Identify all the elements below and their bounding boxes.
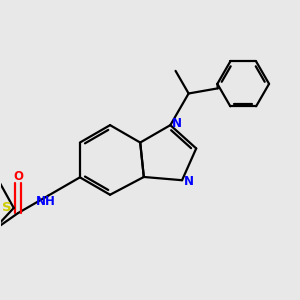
Text: NH: NH	[36, 195, 56, 208]
Text: S: S	[2, 202, 12, 214]
Text: N: N	[184, 175, 194, 188]
Text: O: O	[13, 170, 23, 183]
Text: N: N	[172, 117, 182, 130]
